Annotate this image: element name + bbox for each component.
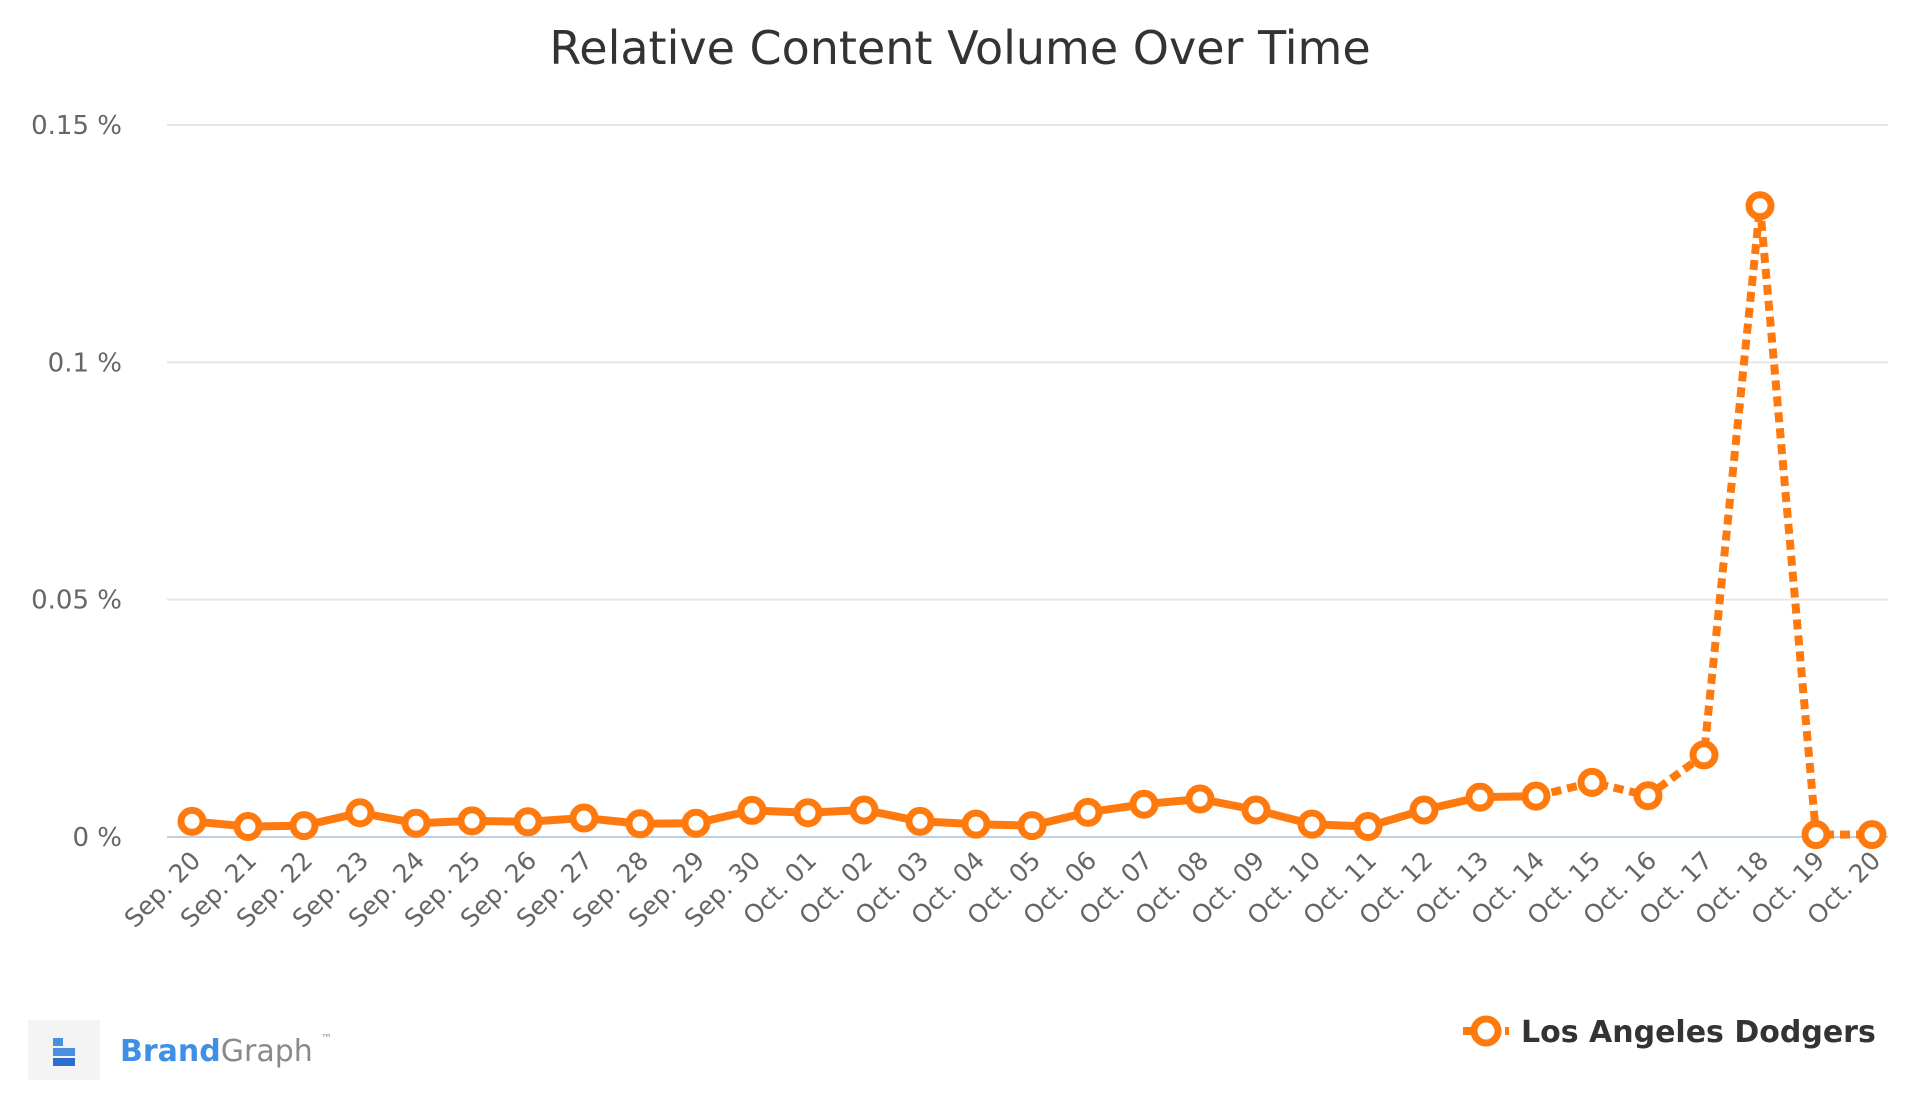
y-tick-label: 0.05 % (31, 586, 122, 616)
data-point-oct-19[interactable] (1801, 820, 1831, 850)
series-line-dashed (1535, 205, 1872, 839)
data-point-sep-24[interactable] (401, 808, 431, 838)
logo-bar-icon (53, 1058, 75, 1066)
legend-label: Los Angeles Dodgers (1521, 1015, 1876, 1050)
legend-circle-marker (1470, 1015, 1502, 1047)
chart-title: Relative Content Volume Over Time (549, 21, 1370, 75)
data-point-oct-10[interactable] (1297, 809, 1327, 839)
data-point-oct-13[interactable] (1465, 782, 1495, 812)
data-point-sep-21[interactable] (233, 812, 263, 842)
data-point-oct-14[interactable] (1521, 781, 1551, 811)
data-point-oct-11[interactable] (1353, 812, 1383, 842)
data-point-sep-23[interactable] (345, 798, 375, 828)
data-point-oct-06[interactable] (1073, 797, 1103, 827)
y-tick-label: 0.1 % (48, 348, 122, 378)
brand-name-part2: Graph (221, 1034, 313, 1069)
data-point-sep-26[interactable] (513, 807, 543, 837)
data-point-oct-18[interactable] (1745, 191, 1775, 221)
data-point-oct-04[interactable] (961, 809, 991, 839)
data-point-oct-02[interactable] (849, 795, 879, 825)
data-point-oct-03[interactable] (905, 806, 935, 836)
data-point-oct-17[interactable] (1689, 740, 1719, 770)
data-point-sep-30[interactable] (737, 795, 767, 825)
y-tick-label: 0.15 % (31, 111, 122, 141)
data-point-oct-07[interactable] (1129, 789, 1159, 819)
legend[interactable]: Los Angeles Dodgers (1463, 1015, 1876, 1050)
data-point-oct-09[interactable] (1241, 795, 1271, 825)
brand-name-part1: Brand (120, 1034, 221, 1069)
data-point-sep-20[interactable] (177, 806, 207, 836)
data-point-oct-20[interactable] (1857, 820, 1887, 850)
y-tick-label: 0 % (72, 823, 122, 853)
data-point-sep-22[interactable] (289, 811, 319, 841)
data-point-oct-08[interactable] (1185, 784, 1215, 814)
data-point-oct-15[interactable] (1577, 767, 1607, 797)
svg-text:BrandGraph: BrandGraph (120, 1034, 313, 1069)
logo-bar-icon (53, 1038, 63, 1046)
data-point-oct-16[interactable] (1633, 781, 1663, 811)
data-point-oct-05[interactable] (1017, 811, 1047, 841)
logo-bar-icon (53, 1048, 75, 1056)
data-point-sep-27[interactable] (569, 803, 599, 833)
data-point-oct-12[interactable] (1409, 795, 1439, 825)
y-axis-tick-labels: 0 % 0.05 % 0.1 % 0.15 % (31, 111, 122, 853)
series-los-angeles-dodgers (177, 191, 1887, 850)
data-point-sep-25[interactable] (457, 806, 487, 836)
gridlines (167, 124, 1888, 838)
data-point-sep-28[interactable] (625, 809, 655, 839)
brandgraph-logo: BrandGraph ™ (28, 1020, 332, 1080)
brand-trademark: ™ (321, 1032, 332, 1045)
data-point-oct-01[interactable] (793, 798, 823, 828)
data-point-sep-29[interactable] (681, 808, 711, 838)
